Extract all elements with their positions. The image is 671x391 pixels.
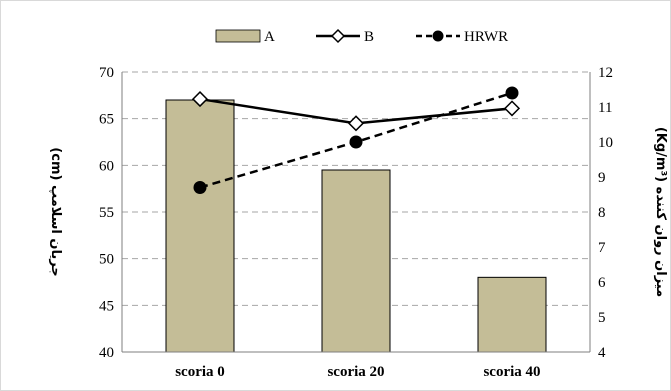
y-right-tick-label: 10: [598, 135, 613, 151]
legend-marker-HRWR: [432, 30, 444, 42]
y-left-tick-label: 65: [99, 112, 114, 128]
bar-A: [165, 99, 235, 353]
legend-swatch-A: [215, 29, 261, 43]
legend-label: B: [364, 29, 374, 45]
y-left-tick-label: 55: [99, 205, 114, 221]
series-markers: [191, 86, 521, 194]
y-right-tick-label: 12: [598, 65, 613, 81]
y-left-tick-label: 45: [99, 298, 114, 314]
point-HRWR: [193, 181, 207, 194]
x-tick-label: scoria 20: [327, 364, 384, 380]
y-left-tick-label: 50: [99, 252, 114, 268]
point-HRWR: [349, 135, 363, 149]
y-left-tick-label: 70: [99, 65, 114, 81]
point-B: [503, 100, 521, 117]
bar-A: [321, 169, 391, 353]
y-right-tick-label: 5: [598, 310, 606, 326]
y-axis-right-title: میزان روان کننده (Kg/m³): [653, 127, 668, 297]
y-left-tick-label: 60: [99, 158, 114, 174]
y-left-tick-label: 40: [99, 345, 114, 361]
y-right-tick-label: 6: [598, 275, 606, 291]
x-tick-label: scoria 40: [483, 364, 540, 380]
y-right-tick-label: 4: [598, 345, 606, 361]
x-tick-label: scoria 0: [175, 364, 225, 380]
bar-A: [477, 276, 547, 353]
legend: A B HRWR: [215, 28, 508, 45]
legend-label: A: [264, 29, 275, 45]
point-HRWR: [505, 86, 519, 100]
point-B: [191, 91, 209, 108]
legend-marker-B: [330, 28, 346, 44]
point-B: [347, 115, 365, 132]
y-right-tick-label: 8: [598, 205, 606, 221]
y-right-tick-label: 7: [598, 240, 606, 256]
y-right-tick-label: 11: [598, 100, 612, 116]
legend-label: HRWR: [464, 29, 508, 45]
y-right-tick-label: 9: [598, 170, 606, 186]
y-axis-left-title: جریان اسلامپ (cm): [48, 147, 63, 276]
axes: [121, 72, 591, 353]
